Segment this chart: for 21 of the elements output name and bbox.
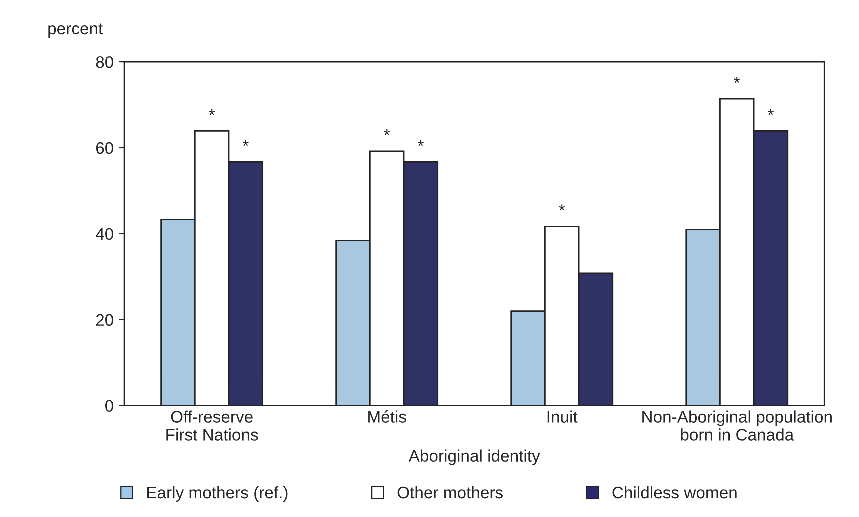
legend-label: Other mothers (398, 486, 503, 499)
y-tick-label: 20 (96, 314, 114, 326)
data-label: * (384, 130, 390, 136)
y-tick-label: 0 (106, 400, 114, 412)
data-label: * (734, 77, 740, 83)
y-tick-label: 40 (96, 228, 114, 240)
x-tick-label: Off-reserve First Nations (166, 410, 258, 441)
data-label: * (209, 109, 216, 116)
x-axis-title: Aboriginal identity (408, 450, 540, 466)
data-label: * (418, 140, 424, 146)
legend-label: Childless women (612, 486, 737, 499)
data-label: * (559, 204, 566, 211)
y-tick-label: 60 (96, 142, 114, 154)
data-label: * (768, 109, 774, 116)
x-tick-label: Métis (368, 410, 406, 423)
legend-label: Early mothers (ref.) (147, 486, 288, 502)
y-tick-label: 80 (96, 56, 114, 68)
y-axis-title: percent (48, 24, 104, 38)
x-tick-label: Non-Aboriginal population born in Canada (642, 410, 832, 441)
data-label: * (242, 140, 249, 146)
x-tick-label: Inuit (548, 410, 578, 423)
